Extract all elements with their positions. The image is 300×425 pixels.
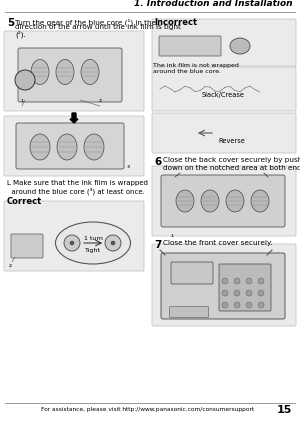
Text: 7: 7 bbox=[154, 240, 161, 250]
Text: around the blue core (³) at least once.: around the blue core (³) at least once. bbox=[7, 187, 145, 195]
Text: 5: 5 bbox=[7, 18, 14, 28]
Text: 6: 6 bbox=[154, 157, 161, 167]
Circle shape bbox=[246, 278, 252, 284]
Circle shape bbox=[111, 241, 115, 245]
Text: ²: ² bbox=[98, 98, 102, 107]
FancyBboxPatch shape bbox=[152, 166, 296, 236]
Circle shape bbox=[222, 278, 228, 284]
FancyBboxPatch shape bbox=[169, 306, 208, 317]
FancyBboxPatch shape bbox=[4, 31, 144, 111]
FancyBboxPatch shape bbox=[4, 116, 144, 176]
Text: Correct: Correct bbox=[7, 197, 42, 206]
FancyBboxPatch shape bbox=[11, 234, 43, 258]
Circle shape bbox=[15, 70, 35, 90]
Text: ¹: ¹ bbox=[170, 233, 173, 242]
Ellipse shape bbox=[30, 134, 50, 160]
Circle shape bbox=[222, 302, 228, 308]
Text: 1. Introduction and Installation: 1. Introduction and Installation bbox=[134, 0, 293, 8]
Text: direction of the arrow until the ink film is tight: direction of the arrow until the ink fil… bbox=[15, 24, 181, 30]
FancyBboxPatch shape bbox=[161, 175, 285, 227]
Text: Incorrect: Incorrect bbox=[154, 18, 197, 27]
Circle shape bbox=[258, 290, 264, 296]
Text: 15: 15 bbox=[277, 405, 292, 415]
Circle shape bbox=[246, 290, 252, 296]
FancyBboxPatch shape bbox=[4, 201, 144, 271]
Text: ²: ² bbox=[8, 263, 12, 272]
FancyBboxPatch shape bbox=[219, 264, 271, 311]
Ellipse shape bbox=[57, 134, 77, 160]
Text: ¹: ¹ bbox=[20, 98, 23, 107]
Circle shape bbox=[234, 302, 240, 308]
Ellipse shape bbox=[226, 190, 244, 212]
Text: (²).: (²). bbox=[15, 30, 26, 37]
Text: L Make sure that the ink film is wrapped: L Make sure that the ink film is wrapped bbox=[7, 180, 148, 186]
Text: 1 turn: 1 turn bbox=[84, 235, 102, 241]
Circle shape bbox=[70, 241, 74, 245]
Text: Turn the gear of the blue core (¹) in the: Turn the gear of the blue core (¹) in th… bbox=[15, 18, 156, 26]
FancyBboxPatch shape bbox=[159, 36, 221, 56]
FancyBboxPatch shape bbox=[152, 67, 296, 111]
Ellipse shape bbox=[84, 134, 104, 160]
Text: ³: ³ bbox=[126, 164, 130, 173]
Circle shape bbox=[246, 302, 252, 308]
Text: The ink film is not wrapped: The ink film is not wrapped bbox=[153, 63, 239, 68]
Circle shape bbox=[234, 290, 240, 296]
Circle shape bbox=[258, 278, 264, 284]
Ellipse shape bbox=[56, 60, 74, 85]
Text: Reverse: Reverse bbox=[218, 138, 245, 144]
Ellipse shape bbox=[176, 190, 194, 212]
Ellipse shape bbox=[251, 190, 269, 212]
FancyBboxPatch shape bbox=[161, 253, 285, 319]
Ellipse shape bbox=[81, 60, 99, 85]
Ellipse shape bbox=[31, 60, 49, 85]
Text: Close the front cover securely.: Close the front cover securely. bbox=[163, 240, 272, 246]
Circle shape bbox=[105, 235, 121, 251]
Text: Slack/Crease: Slack/Crease bbox=[202, 92, 245, 98]
Ellipse shape bbox=[56, 222, 130, 264]
FancyBboxPatch shape bbox=[152, 113, 296, 153]
Text: down on the notched area at both ends (¹).: down on the notched area at both ends (¹… bbox=[163, 163, 300, 170]
Circle shape bbox=[222, 290, 228, 296]
Text: around the blue core.: around the blue core. bbox=[153, 69, 221, 74]
FancyBboxPatch shape bbox=[171, 262, 213, 284]
FancyBboxPatch shape bbox=[16, 123, 124, 169]
Circle shape bbox=[64, 235, 80, 251]
Text: Tight: Tight bbox=[85, 247, 101, 252]
FancyBboxPatch shape bbox=[18, 48, 122, 102]
Ellipse shape bbox=[230, 38, 250, 54]
Circle shape bbox=[258, 302, 264, 308]
Text: Close the back cover securely by pushing: Close the back cover securely by pushing bbox=[163, 157, 300, 163]
FancyBboxPatch shape bbox=[152, 19, 296, 66]
FancyArrow shape bbox=[70, 113, 78, 123]
Text: For assistance, please visit http://www.panasonic.com/consumersupport: For assistance, please visit http://www.… bbox=[41, 408, 255, 413]
FancyBboxPatch shape bbox=[152, 244, 296, 326]
Circle shape bbox=[234, 278, 240, 284]
Ellipse shape bbox=[201, 190, 219, 212]
